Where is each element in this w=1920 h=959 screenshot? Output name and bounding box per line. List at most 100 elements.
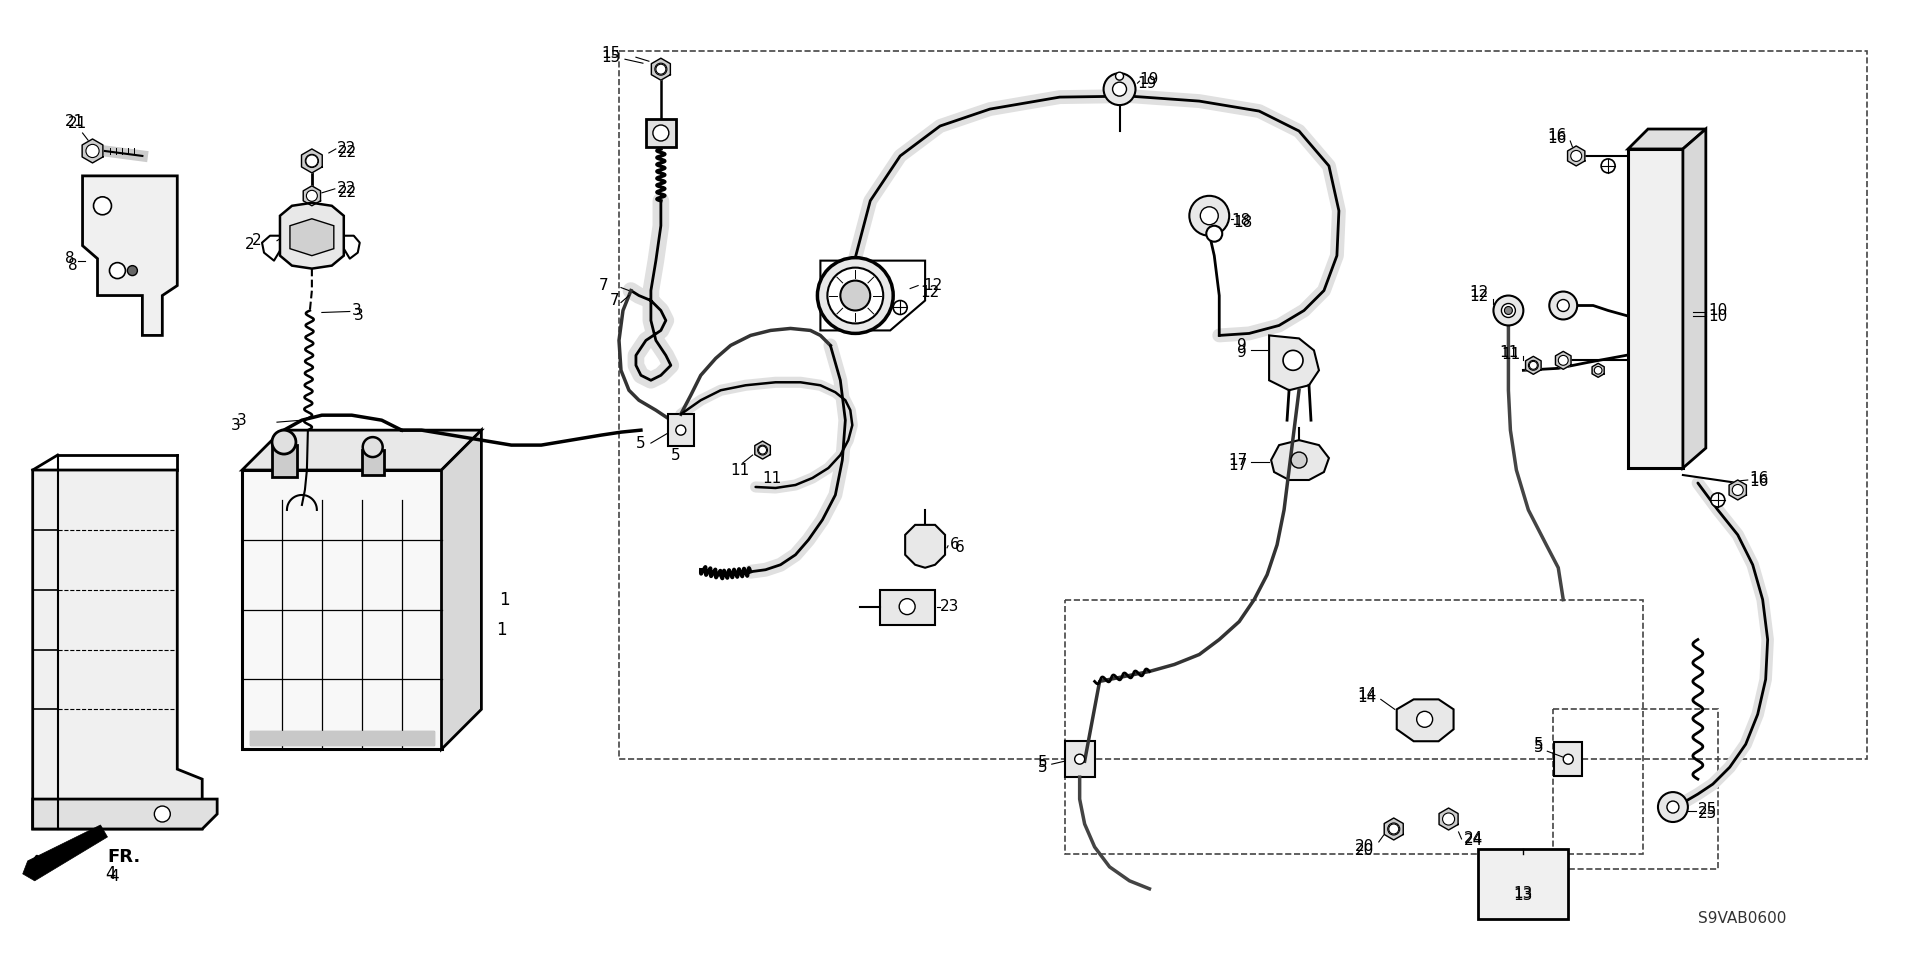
Polygon shape — [1384, 818, 1404, 840]
Polygon shape — [1592, 363, 1605, 377]
Circle shape — [1659, 792, 1688, 822]
Text: 5: 5 — [1039, 755, 1048, 770]
Text: 5: 5 — [636, 435, 645, 451]
Circle shape — [1571, 151, 1582, 161]
Circle shape — [758, 446, 766, 454]
Circle shape — [305, 154, 319, 168]
Circle shape — [1388, 824, 1400, 834]
Text: 20: 20 — [1354, 843, 1375, 858]
Bar — [242, 470, 442, 749]
Circle shape — [1494, 295, 1523, 325]
Circle shape — [1116, 72, 1123, 81]
Bar — [1066, 599, 1644, 854]
Polygon shape — [242, 431, 482, 470]
Circle shape — [1075, 754, 1085, 764]
Polygon shape — [755, 441, 770, 459]
Text: 5: 5 — [1534, 739, 1544, 755]
Text: 11: 11 — [1501, 347, 1521, 362]
Polygon shape — [33, 470, 202, 829]
Circle shape — [1563, 754, 1572, 764]
Polygon shape — [1526, 357, 1542, 374]
Circle shape — [1388, 823, 1400, 835]
Text: 17: 17 — [1229, 453, 1248, 468]
Circle shape — [1283, 350, 1304, 370]
Polygon shape — [1628, 129, 1705, 149]
Circle shape — [1530, 362, 1538, 369]
Text: 15: 15 — [601, 46, 620, 60]
Circle shape — [676, 425, 685, 435]
Text: 5: 5 — [1534, 737, 1544, 752]
Polygon shape — [651, 58, 670, 81]
Polygon shape — [301, 149, 323, 173]
Polygon shape — [33, 799, 217, 829]
Circle shape — [86, 145, 100, 157]
Text: 1: 1 — [497, 620, 507, 639]
Text: 9: 9 — [1236, 338, 1248, 353]
Text: 3: 3 — [230, 418, 240, 433]
Bar — [879, 590, 935, 624]
Circle shape — [1104, 73, 1135, 105]
Text: 21: 21 — [67, 115, 86, 130]
Circle shape — [1112, 82, 1127, 96]
Circle shape — [94, 197, 111, 215]
Text: 13: 13 — [1513, 886, 1532, 901]
Polygon shape — [83, 175, 177, 336]
Text: 11: 11 — [762, 471, 781, 485]
Circle shape — [1188, 196, 1229, 236]
Text: 10: 10 — [1707, 309, 1728, 324]
Bar — [1553, 710, 1718, 869]
Circle shape — [1601, 159, 1615, 173]
Text: 2: 2 — [252, 233, 261, 248]
Text: 9: 9 — [1236, 345, 1248, 360]
Bar — [1478, 849, 1569, 919]
Bar — [668, 414, 693, 446]
Text: 4: 4 — [109, 870, 119, 884]
Circle shape — [363, 437, 382, 457]
Text: 22: 22 — [338, 146, 357, 160]
Text: FR.: FR. — [108, 848, 140, 866]
Text: 12: 12 — [1469, 289, 1488, 304]
Text: 7: 7 — [609, 293, 618, 308]
Circle shape — [1732, 484, 1743, 496]
Text: 3: 3 — [351, 303, 361, 318]
Bar — [618, 51, 1868, 760]
Bar — [361, 450, 384, 475]
Circle shape — [657, 64, 666, 74]
Polygon shape — [280, 202, 344, 269]
Text: 17: 17 — [1229, 457, 1248, 473]
Text: 5: 5 — [1039, 760, 1048, 775]
Polygon shape — [83, 139, 104, 163]
Text: 20: 20 — [1354, 839, 1375, 854]
Circle shape — [818, 258, 893, 334]
Circle shape — [307, 190, 317, 201]
Bar — [1555, 742, 1582, 776]
Bar — [645, 119, 676, 147]
Circle shape — [893, 300, 906, 315]
Polygon shape — [1567, 146, 1584, 166]
Text: 4: 4 — [106, 865, 115, 883]
Text: 8: 8 — [67, 258, 77, 273]
Text: 25: 25 — [1697, 802, 1716, 816]
Text: 3: 3 — [353, 308, 363, 323]
Bar — [1628, 149, 1684, 468]
Text: 25: 25 — [1697, 806, 1716, 821]
Polygon shape — [904, 525, 945, 568]
Polygon shape — [1271, 440, 1329, 480]
Circle shape — [1559, 356, 1569, 365]
Text: 7: 7 — [599, 278, 609, 293]
Circle shape — [305, 155, 319, 167]
Circle shape — [1501, 303, 1515, 317]
Text: 24: 24 — [1463, 831, 1482, 847]
Text: 1: 1 — [499, 591, 511, 609]
Text: 16: 16 — [1749, 471, 1768, 485]
Text: 19: 19 — [1139, 72, 1160, 86]
Text: 18: 18 — [1231, 213, 1250, 228]
Text: 14: 14 — [1357, 690, 1377, 705]
Circle shape — [1206, 225, 1223, 242]
Text: 12: 12 — [920, 285, 939, 300]
Circle shape — [655, 63, 666, 75]
Circle shape — [841, 281, 870, 311]
Circle shape — [1200, 207, 1219, 224]
Circle shape — [1528, 361, 1538, 370]
Circle shape — [1442, 813, 1455, 825]
